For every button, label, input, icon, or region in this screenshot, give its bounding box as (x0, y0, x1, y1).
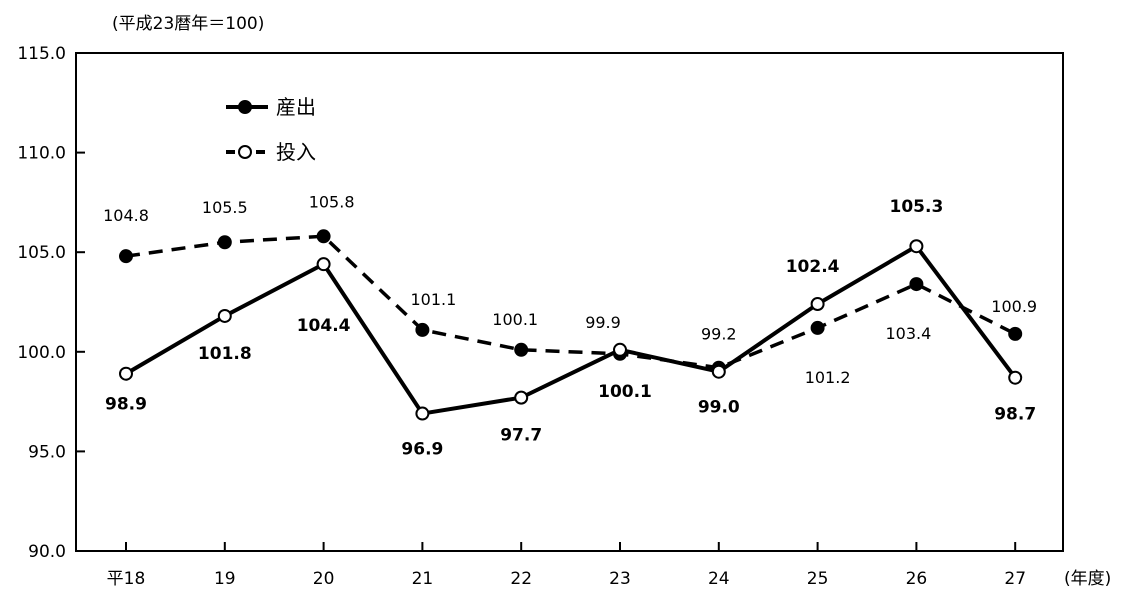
unit-note: (平成23暦年＝100) (112, 14, 264, 34)
data-point (415, 406, 430, 421)
data-point (810, 320, 825, 335)
y-axis: 90.0 95.0 100.0 105.0 110.0 115.0 (17, 44, 85, 562)
x-axis-unit: (年度) (1064, 569, 1111, 589)
data-label: 101.8 (198, 344, 252, 364)
y-tick-label: 90.0 (28, 542, 66, 562)
y-tick-label: 115.0 (17, 44, 66, 64)
data-label: 99.0 (698, 398, 740, 418)
data-point (217, 235, 232, 250)
data-label: 105.5 (202, 198, 248, 217)
data-point (1008, 326, 1023, 341)
data-point (514, 390, 529, 405)
x-tick-label: 23 (609, 569, 631, 589)
data-point (316, 257, 331, 272)
data-point (119, 366, 133, 381)
data-point (613, 342, 627, 357)
data-point (810, 296, 825, 311)
y-tick-label: 100.0 (17, 343, 66, 363)
x-tick-label: 27 (1004, 569, 1026, 589)
data-label: 105.8 (309, 192, 355, 211)
plot-frame (75, 52, 1064, 552)
legend-marker (238, 145, 252, 159)
data-point (909, 277, 924, 292)
data-label: 100.1 (598, 382, 652, 402)
data-label: 99.2 (701, 325, 737, 344)
data-label: 98.9 (105, 395, 147, 415)
data-point (119, 249, 133, 264)
y-tick-label: 105.0 (17, 243, 66, 263)
series-points (119, 229, 1023, 421)
data-label: 101.2 (805, 368, 851, 387)
x-tick-label: 22 (510, 569, 532, 589)
data-label: 102.4 (786, 257, 840, 277)
data-label: 98.7 (994, 405, 1036, 425)
data-label: 101.1 (410, 290, 456, 309)
data-point (415, 322, 430, 337)
x-axis: 平18 19 20 21 22 23 24 25 26 27 (107, 542, 1026, 589)
series-line-0 (124, 244, 1017, 416)
data-point (217, 308, 232, 323)
data-point (514, 342, 529, 357)
data-label: 104.8 (103, 206, 149, 225)
data-label: 96.9 (401, 440, 443, 460)
x-tick-label: 24 (708, 569, 730, 589)
series-line-1 (125, 234, 1016, 370)
data-label: 99.9 (585, 313, 621, 332)
data-point (711, 364, 726, 379)
y-tick-label: 95.0 (28, 442, 66, 462)
x-tick-label: 平18 (107, 569, 146, 589)
x-tick-label: 26 (906, 569, 928, 589)
y-tick-label: 110.0 (17, 144, 66, 164)
data-label: 100.9 (991, 297, 1037, 316)
data-label: 105.3 (890, 197, 944, 217)
x-tick-label: 25 (807, 569, 829, 589)
x-tick-label: 19 (214, 569, 236, 589)
x-tick-label: 21 (412, 569, 434, 589)
legend-label: 産出 (276, 95, 316, 119)
data-labels: 98.9 101.8 104.4 96.9 97.7 100.1 99.0 102.4 105.… (103, 192, 1037, 459)
data-point (316, 229, 331, 244)
x-tick-label: 20 (313, 569, 335, 589)
data-point (1008, 370, 1023, 385)
series-lines (124, 234, 1017, 416)
data-label: 97.7 (500, 426, 542, 446)
data-point (909, 239, 924, 254)
data-label: 104.4 (297, 316, 351, 336)
legend-label: 投入 (276, 140, 316, 164)
data-label: 103.4 (885, 324, 931, 343)
legend-marker (238, 100, 252, 114)
data-label: 100.1 (492, 310, 538, 329)
